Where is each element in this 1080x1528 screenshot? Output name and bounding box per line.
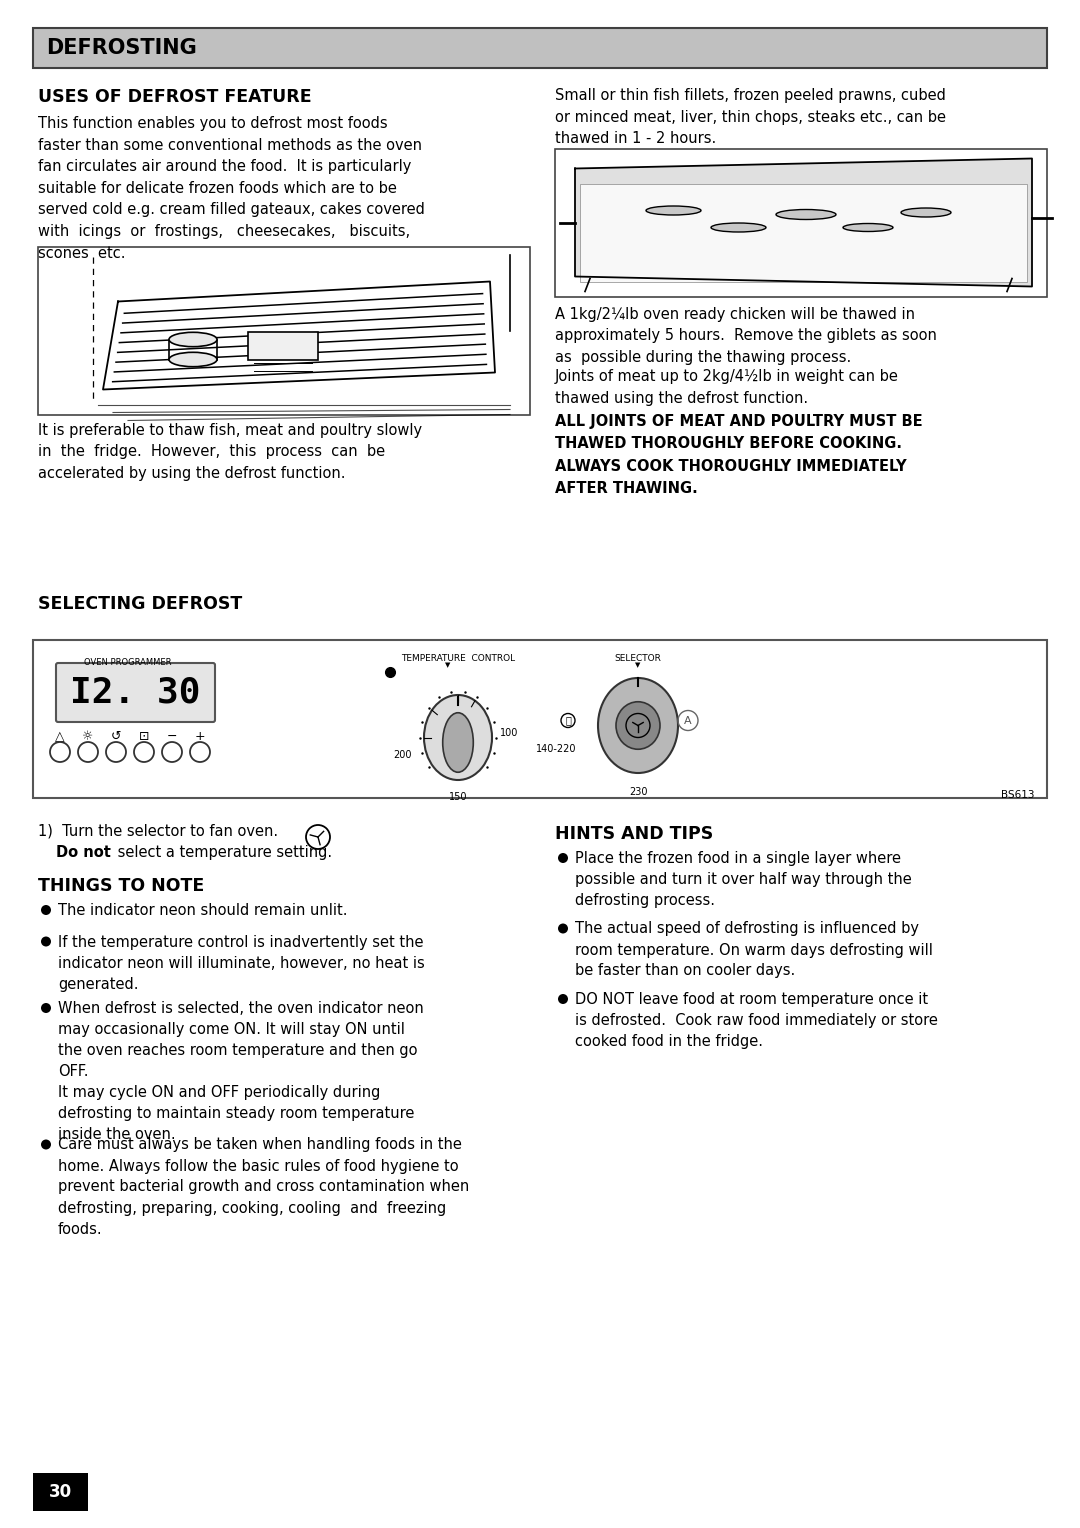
- Text: 200: 200: [393, 750, 411, 759]
- Text: Joints of meat up to 2kg/4½Ib in weight can be
thawed using the defrost function: Joints of meat up to 2kg/4½Ib in weight …: [555, 368, 899, 405]
- Bar: [33, 28, 1047, 69]
- Ellipse shape: [443, 712, 473, 772]
- Ellipse shape: [646, 206, 701, 215]
- Bar: [38, 246, 530, 414]
- Text: ALWAYS COOK THOROUGHLY IMMEDIATELY
AFTER THAWING.: ALWAYS COOK THOROUGHLY IMMEDIATELY AFTER…: [555, 458, 906, 495]
- Text: ☼: ☼: [82, 730, 94, 743]
- Bar: [33, 1473, 87, 1511]
- Text: select a temperature setting.: select a temperature setting.: [113, 845, 333, 860]
- Text: Care must always be taken when handling foods in the
home. Always follow the bas: Care must always be taken when handling …: [58, 1137, 469, 1236]
- Ellipse shape: [843, 223, 893, 232]
- Text: ↺: ↺: [111, 730, 121, 743]
- Text: SELECTING DEFROST: SELECTING DEFROST: [38, 594, 242, 613]
- Bar: [580, 183, 1027, 281]
- Polygon shape: [575, 159, 1032, 287]
- Text: Do not: Do not: [56, 845, 111, 860]
- Text: This function enables you to defrost most foods
faster than some conventional me: This function enables you to defrost mos…: [38, 116, 424, 261]
- Text: SELECTOR: SELECTOR: [615, 654, 661, 663]
- Circle shape: [558, 923, 568, 934]
- Text: Small or thin fish fillets, frozen peeled prawns, cubed
or minced meat, liver, t: Small or thin fish fillets, frozen peele…: [555, 89, 946, 147]
- Ellipse shape: [168, 332, 217, 347]
- Text: HINTS AND TIPS: HINTS AND TIPS: [555, 825, 713, 843]
- Text: △: △: [55, 730, 65, 743]
- Text: 140-220: 140-220: [536, 744, 576, 755]
- Text: OVEN PROGRAMMER: OVEN PROGRAMMER: [84, 659, 172, 668]
- Circle shape: [558, 995, 568, 1004]
- Text: 1)  Turn the selector to fan oven.: 1) Turn the selector to fan oven.: [38, 824, 279, 837]
- Text: ▼: ▼: [445, 662, 450, 668]
- FancyBboxPatch shape: [56, 663, 215, 723]
- Text: +: +: [194, 730, 205, 743]
- Bar: [555, 148, 1047, 296]
- Text: 🌀: 🌀: [565, 715, 571, 726]
- Ellipse shape: [598, 678, 678, 773]
- Ellipse shape: [711, 223, 766, 232]
- Text: A 1kg/2¼Ib oven ready chicken will be thawed in
approximately 5 hours.  Remove t: A 1kg/2¼Ib oven ready chicken will be th…: [555, 307, 936, 365]
- Ellipse shape: [168, 353, 217, 367]
- Ellipse shape: [616, 701, 660, 749]
- Circle shape: [41, 1002, 51, 1013]
- Ellipse shape: [561, 714, 575, 727]
- Text: −: −: [166, 730, 177, 743]
- Text: ⊡: ⊡: [138, 730, 149, 743]
- Text: When defrost is selected, the oven indicator neon
may occasionally come ON. It w: When defrost is selected, the oven indic…: [58, 1001, 423, 1141]
- Circle shape: [41, 1140, 51, 1149]
- Text: DO NOT leave food at room temperature once it
is defrosted.  Cook raw food immed: DO NOT leave food at room temperature on…: [575, 992, 937, 1050]
- Text: USES OF DEFROST FEATURE: USES OF DEFROST FEATURE: [38, 89, 312, 105]
- Text: °C: °C: [395, 663, 406, 672]
- Text: A: A: [685, 715, 692, 726]
- Text: The indicator neon should remain unlit.: The indicator neon should remain unlit.: [58, 903, 348, 918]
- Ellipse shape: [424, 695, 492, 779]
- Text: The actual speed of defrosting is influenced by
room temperature. On warm days d: The actual speed of defrosting is influe…: [575, 921, 933, 978]
- Text: If the temperature control is inadvertently set the
indicator neon will illumina: If the temperature control is inadverten…: [58, 935, 424, 992]
- Bar: [33, 640, 1047, 798]
- Text: Place the frozen food in a single layer where
possible and turn it over half way: Place the frozen food in a single layer …: [575, 851, 912, 908]
- Bar: [248, 332, 318, 359]
- Text: BS613: BS613: [1000, 790, 1034, 801]
- Text: DEFROSTING: DEFROSTING: [46, 38, 197, 58]
- Ellipse shape: [777, 209, 836, 220]
- Text: THINGS TO NOTE: THINGS TO NOTE: [38, 877, 204, 895]
- Text: 30: 30: [49, 1484, 71, 1500]
- Text: 230: 230: [629, 787, 647, 798]
- Text: ▼: ▼: [635, 662, 640, 668]
- Text: TEMPERATURE  CONTROL: TEMPERATURE CONTROL: [401, 654, 515, 663]
- Ellipse shape: [901, 208, 951, 217]
- Text: 100: 100: [500, 727, 518, 738]
- Text: It is preferable to thaw fish, meat and poultry slowly
in  the  fridge.  However: It is preferable to thaw fish, meat and …: [38, 423, 422, 481]
- Text: I2. 30: I2. 30: [70, 675, 201, 709]
- Circle shape: [41, 905, 51, 915]
- Text: ALL JOINTS OF MEAT AND POULTRY MUST BE
THAWED THOROUGHLY BEFORE COOKING.: ALL JOINTS OF MEAT AND POULTRY MUST BE T…: [555, 414, 922, 451]
- Text: 150: 150: [449, 792, 468, 802]
- Circle shape: [558, 853, 568, 863]
- Circle shape: [41, 937, 51, 946]
